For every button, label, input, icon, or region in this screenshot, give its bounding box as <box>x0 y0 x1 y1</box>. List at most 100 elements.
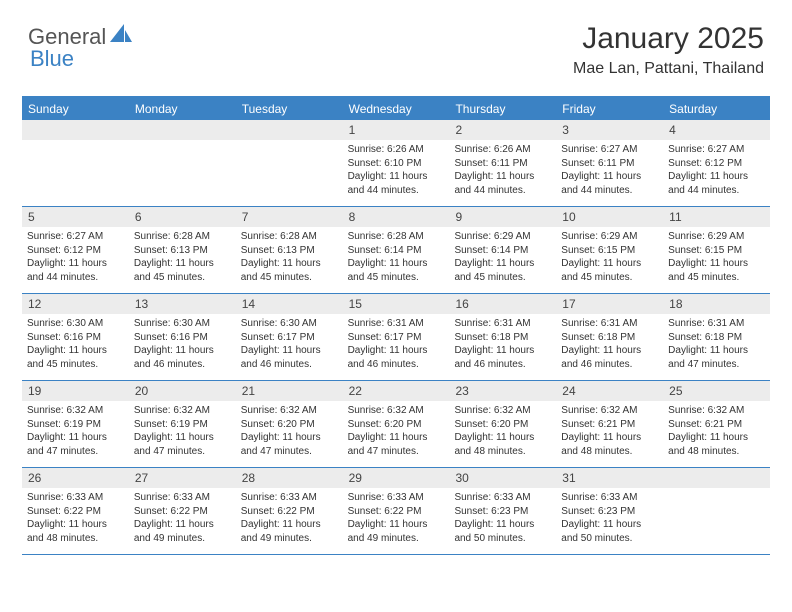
calendar-day-cell: 19Sunrise: 6:32 AMSunset: 6:19 PMDayligh… <box>22 381 129 467</box>
calendar-day-cell: 16Sunrise: 6:31 AMSunset: 6:18 PMDayligh… <box>449 294 556 380</box>
sunrise-text: Sunrise: 6:27 AM <box>668 143 765 157</box>
day-header-cell: Saturday <box>663 98 770 120</box>
calendar-day-cell <box>22 120 129 206</box>
day-number: 13 <box>129 294 236 314</box>
day-details: Sunrise: 6:33 AMSunset: 6:23 PMDaylight:… <box>556 488 663 548</box>
day-number: 14 <box>236 294 343 314</box>
sunrise-text: Sunrise: 6:32 AM <box>348 404 445 418</box>
calendar-day-cell: 14Sunrise: 6:30 AMSunset: 6:17 PMDayligh… <box>236 294 343 380</box>
day-details: Sunrise: 6:26 AMSunset: 6:11 PMDaylight:… <box>449 140 556 200</box>
calendar-day-cell: 26Sunrise: 6:33 AMSunset: 6:22 PMDayligh… <box>22 468 129 554</box>
daylight-text: Daylight: 11 hours and 44 minutes. <box>454 170 551 197</box>
calendar-day-cell: 12Sunrise: 6:30 AMSunset: 6:16 PMDayligh… <box>22 294 129 380</box>
day-number <box>663 468 770 488</box>
daylight-text: Daylight: 11 hours and 45 minutes. <box>27 344 124 371</box>
location-subtitle: Mae Lan, Pattani, Thailand <box>573 60 764 78</box>
calendar-day-cell: 8Sunrise: 6:28 AMSunset: 6:14 PMDaylight… <box>343 207 450 293</box>
day-number: 8 <box>343 207 450 227</box>
daylight-text: Daylight: 11 hours and 49 minutes. <box>134 518 231 545</box>
calendar-week-row: 19Sunrise: 6:32 AMSunset: 6:19 PMDayligh… <box>22 381 770 468</box>
sunrise-text: Sunrise: 6:32 AM <box>134 404 231 418</box>
day-number: 6 <box>129 207 236 227</box>
month-title: January 2025 <box>573 22 764 56</box>
calendar-day-cell: 30Sunrise: 6:33 AMSunset: 6:23 PMDayligh… <box>449 468 556 554</box>
day-details: Sunrise: 6:32 AMSunset: 6:20 PMDaylight:… <box>236 401 343 461</box>
sunset-text: Sunset: 6:18 PM <box>454 331 551 345</box>
calendar-day-cell: 23Sunrise: 6:32 AMSunset: 6:20 PMDayligh… <box>449 381 556 467</box>
day-number: 1 <box>343 120 450 140</box>
calendar-day-cell: 28Sunrise: 6:33 AMSunset: 6:22 PMDayligh… <box>236 468 343 554</box>
sunrise-text: Sunrise: 6:28 AM <box>348 230 445 244</box>
day-number: 16 <box>449 294 556 314</box>
day-number: 23 <box>449 381 556 401</box>
day-number: 15 <box>343 294 450 314</box>
calendar-day-cell: 18Sunrise: 6:31 AMSunset: 6:18 PMDayligh… <box>663 294 770 380</box>
day-details: Sunrise: 6:32 AMSunset: 6:21 PMDaylight:… <box>663 401 770 461</box>
day-number: 25 <box>663 381 770 401</box>
calendar-day-cell: 15Sunrise: 6:31 AMSunset: 6:17 PMDayligh… <box>343 294 450 380</box>
calendar-day-cell: 29Sunrise: 6:33 AMSunset: 6:22 PMDayligh… <box>343 468 450 554</box>
sunset-text: Sunset: 6:11 PM <box>561 157 658 171</box>
day-number: 22 <box>343 381 450 401</box>
day-number: 17 <box>556 294 663 314</box>
sunrise-text: Sunrise: 6:28 AM <box>134 230 231 244</box>
calendar-day-cell: 17Sunrise: 6:31 AMSunset: 6:18 PMDayligh… <box>556 294 663 380</box>
daylight-text: Daylight: 11 hours and 49 minutes. <box>241 518 338 545</box>
daylight-text: Daylight: 11 hours and 48 minutes. <box>561 431 658 458</box>
day-details: Sunrise: 6:31 AMSunset: 6:17 PMDaylight:… <box>343 314 450 374</box>
day-details: Sunrise: 6:31 AMSunset: 6:18 PMDaylight:… <box>556 314 663 374</box>
sunset-text: Sunset: 6:21 PM <box>561 418 658 432</box>
sunrise-text: Sunrise: 6:29 AM <box>668 230 765 244</box>
daylight-text: Daylight: 11 hours and 47 minutes. <box>348 431 445 458</box>
day-number: 20 <box>129 381 236 401</box>
day-header-cell: Friday <box>556 98 663 120</box>
sunrise-text: Sunrise: 6:33 AM <box>241 491 338 505</box>
sunset-text: Sunset: 6:20 PM <box>348 418 445 432</box>
sunset-text: Sunset: 6:20 PM <box>454 418 551 432</box>
sunrise-text: Sunrise: 6:31 AM <box>561 317 658 331</box>
day-details: Sunrise: 6:29 AMSunset: 6:14 PMDaylight:… <box>449 227 556 287</box>
sunrise-text: Sunrise: 6:26 AM <box>454 143 551 157</box>
sunset-text: Sunset: 6:22 PM <box>27 505 124 519</box>
sunrise-text: Sunrise: 6:29 AM <box>454 230 551 244</box>
daylight-text: Daylight: 11 hours and 48 minutes. <box>454 431 551 458</box>
calendar-week-row: 5Sunrise: 6:27 AMSunset: 6:12 PMDaylight… <box>22 207 770 294</box>
daylight-text: Daylight: 11 hours and 47 minutes. <box>241 431 338 458</box>
calendar-day-cell: 22Sunrise: 6:32 AMSunset: 6:20 PMDayligh… <box>343 381 450 467</box>
calendar-day-cell: 20Sunrise: 6:32 AMSunset: 6:19 PMDayligh… <box>129 381 236 467</box>
calendar-week-row: 12Sunrise: 6:30 AMSunset: 6:16 PMDayligh… <box>22 294 770 381</box>
sunset-text: Sunset: 6:21 PM <box>668 418 765 432</box>
day-number <box>22 120 129 140</box>
sunrise-text: Sunrise: 6:33 AM <box>134 491 231 505</box>
sunset-text: Sunset: 6:15 PM <box>668 244 765 258</box>
sunrise-text: Sunrise: 6:32 AM <box>561 404 658 418</box>
sunrise-text: Sunrise: 6:31 AM <box>454 317 551 331</box>
day-header-cell: Monday <box>129 98 236 120</box>
sunset-text: Sunset: 6:10 PM <box>348 157 445 171</box>
calendar-day-cell: 27Sunrise: 6:33 AMSunset: 6:22 PMDayligh… <box>129 468 236 554</box>
sunset-text: Sunset: 6:20 PM <box>241 418 338 432</box>
sunset-text: Sunset: 6:23 PM <box>454 505 551 519</box>
day-details: Sunrise: 6:33 AMSunset: 6:22 PMDaylight:… <box>22 488 129 548</box>
sunrise-text: Sunrise: 6:26 AM <box>348 143 445 157</box>
sunrise-text: Sunrise: 6:29 AM <box>561 230 658 244</box>
day-details: Sunrise: 6:28 AMSunset: 6:13 PMDaylight:… <box>236 227 343 287</box>
day-details: Sunrise: 6:32 AMSunset: 6:20 PMDaylight:… <box>343 401 450 461</box>
calendar-day-cell: 5Sunrise: 6:27 AMSunset: 6:12 PMDaylight… <box>22 207 129 293</box>
day-details: Sunrise: 6:33 AMSunset: 6:23 PMDaylight:… <box>449 488 556 548</box>
daylight-text: Daylight: 11 hours and 46 minutes. <box>134 344 231 371</box>
calendar-day-cell: 1Sunrise: 6:26 AMSunset: 6:10 PMDaylight… <box>343 120 450 206</box>
day-details: Sunrise: 6:28 AMSunset: 6:13 PMDaylight:… <box>129 227 236 287</box>
day-number: 3 <box>556 120 663 140</box>
day-header-cell: Thursday <box>449 98 556 120</box>
day-number: 24 <box>556 381 663 401</box>
daylight-text: Daylight: 11 hours and 47 minutes. <box>668 344 765 371</box>
calendar-day-cell <box>129 120 236 206</box>
calendar-day-cell: 9Sunrise: 6:29 AMSunset: 6:14 PMDaylight… <box>449 207 556 293</box>
day-details: Sunrise: 6:32 AMSunset: 6:21 PMDaylight:… <box>556 401 663 461</box>
sunset-text: Sunset: 6:16 PM <box>27 331 124 345</box>
calendar-table: SundayMondayTuesdayWednesdayThursdayFrid… <box>22 96 770 555</box>
day-number: 29 <box>343 468 450 488</box>
daylight-text: Daylight: 11 hours and 44 minutes. <box>668 170 765 197</box>
sunset-text: Sunset: 6:17 PM <box>241 331 338 345</box>
